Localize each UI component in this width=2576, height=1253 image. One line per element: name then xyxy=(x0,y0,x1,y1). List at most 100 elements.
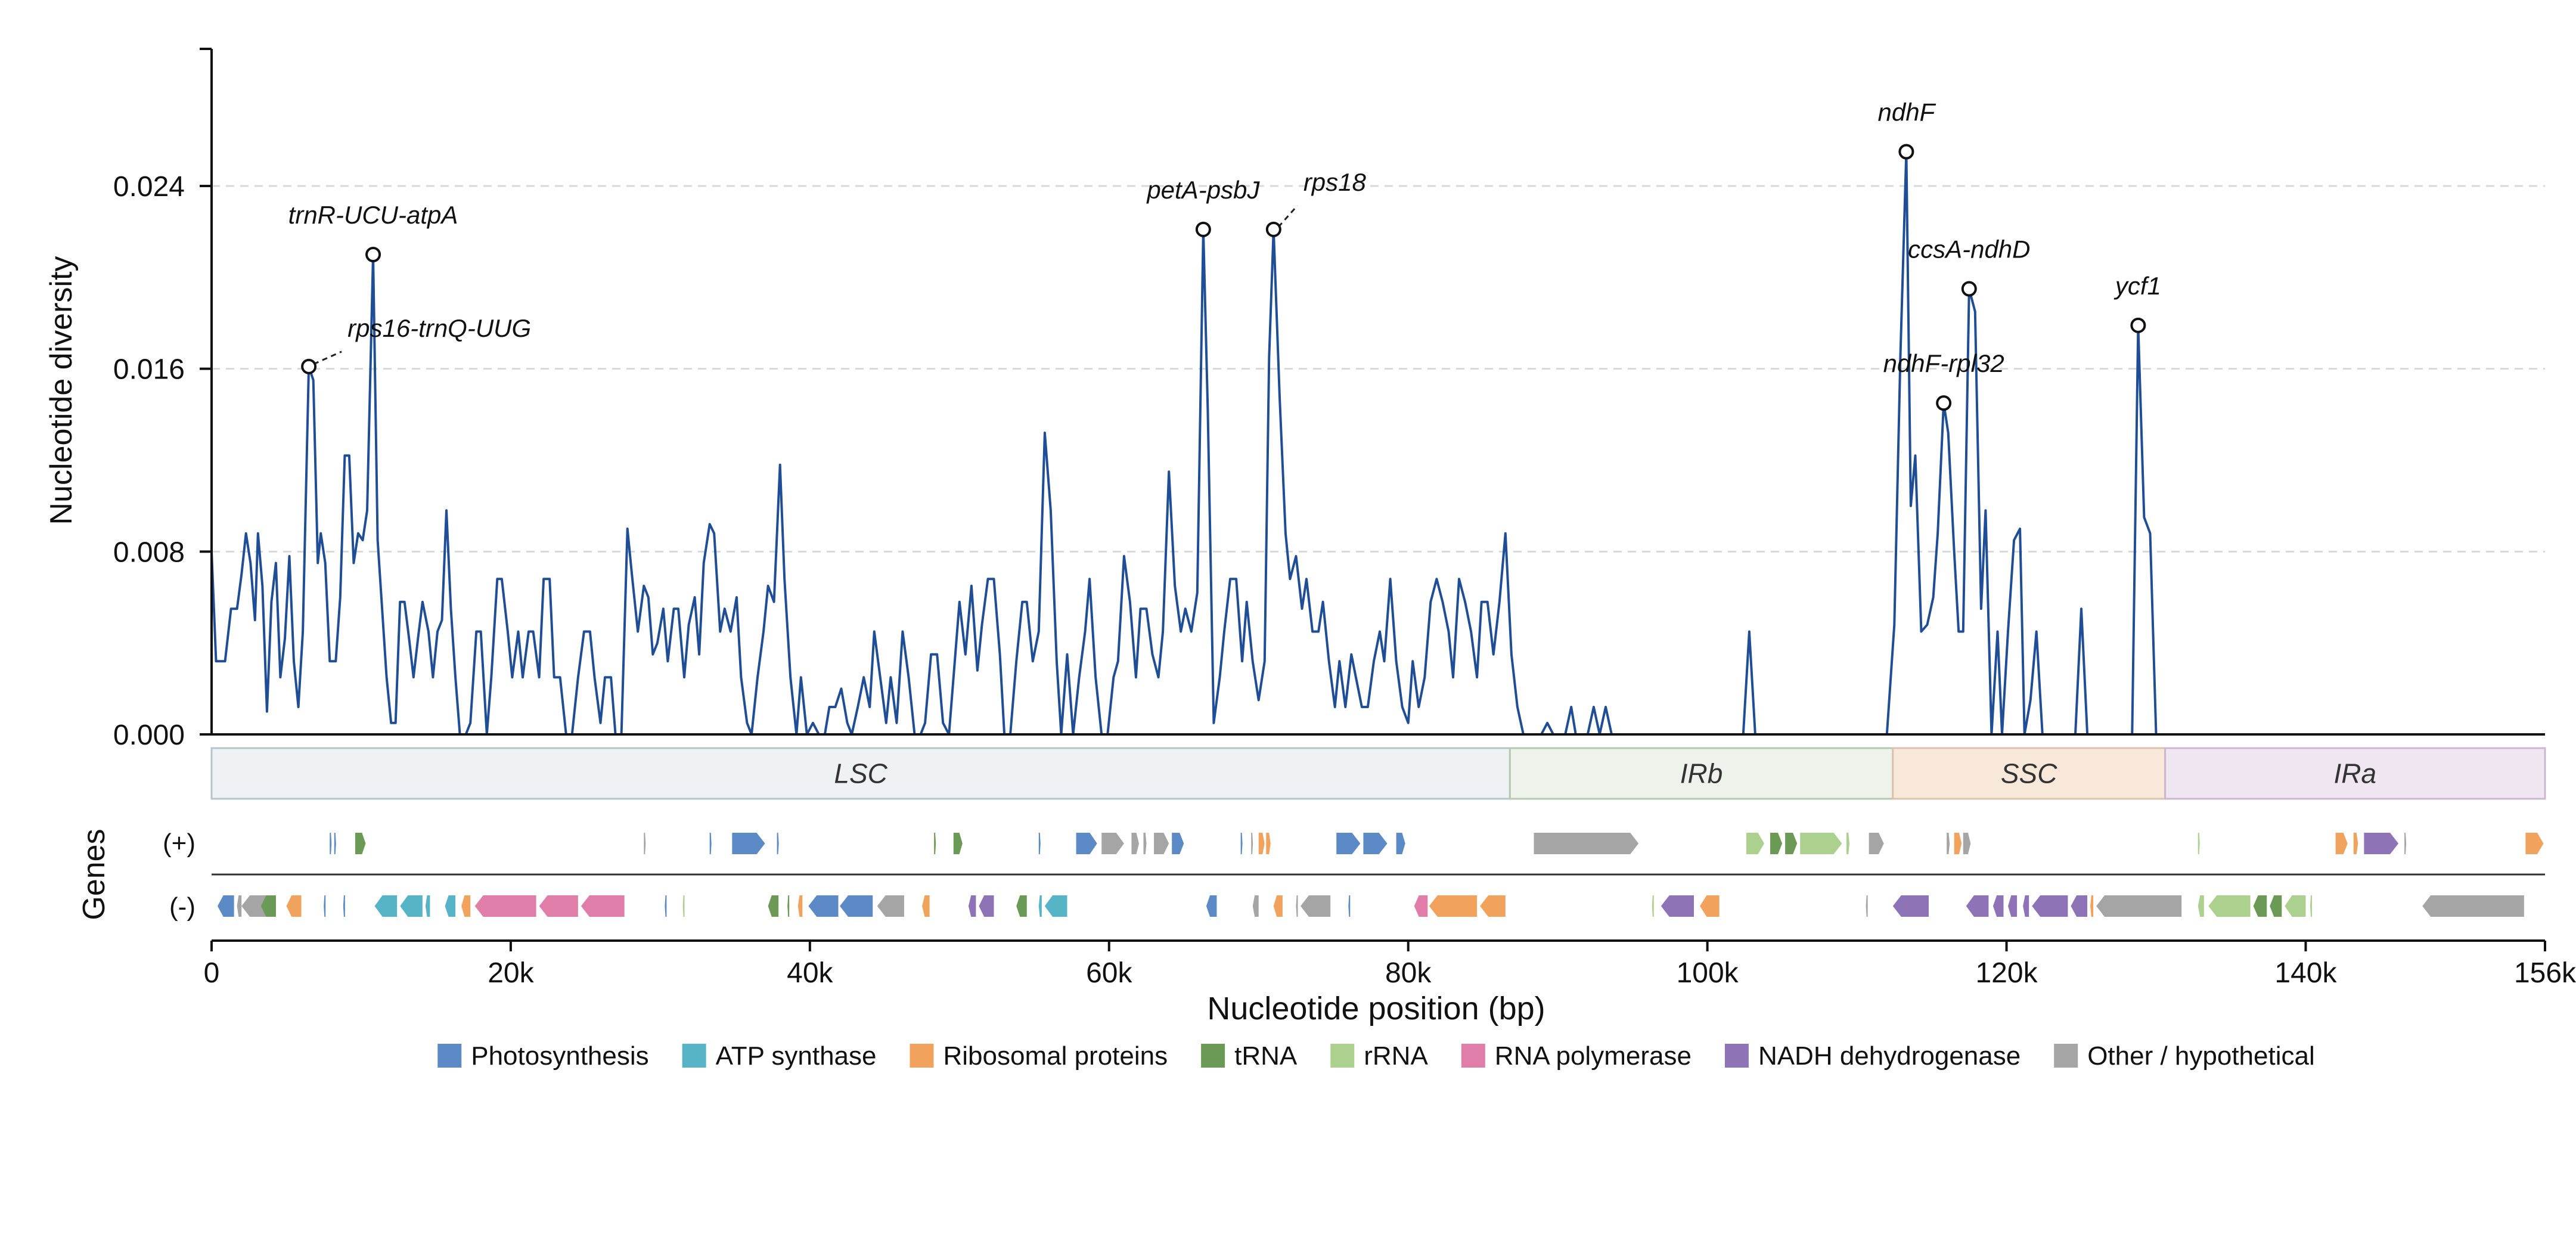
gene-arrow-rrna xyxy=(682,895,685,917)
gene-arrow-photosynthesis xyxy=(840,895,873,917)
gene-arrow-ribosomal xyxy=(797,895,803,917)
legend-label-atp: ATP synthase xyxy=(716,1041,877,1071)
gene-arrow-trna xyxy=(1785,833,1798,854)
region-ssc xyxy=(1892,747,2167,800)
gene-arrow-photosynthesis xyxy=(330,833,332,854)
gene-arrow-rnapol xyxy=(1414,895,1428,917)
x-tick-label: 0 xyxy=(204,957,220,989)
legend-label-nadh: NADH dehydrogenase xyxy=(1758,1041,2021,1071)
gene-arrow-other xyxy=(1131,833,1139,854)
gene-arrow-photosynthesis xyxy=(732,833,765,854)
gene-arrow-ribosomal xyxy=(286,895,302,917)
peak-label: rps18 xyxy=(1303,168,1367,196)
peak-label: ndhF xyxy=(1878,98,1936,126)
gene-arrow-photosynthesis xyxy=(1336,833,1361,854)
legend-label-other: Other / hypothetical xyxy=(2087,1041,2315,1071)
gene-arrow-ribosomal xyxy=(1266,833,1271,854)
plus-strand-label: (+) xyxy=(163,829,195,858)
gene-arrow-other xyxy=(1963,833,1971,854)
peak-marker xyxy=(1936,395,1952,411)
gene-arrow-nadh xyxy=(2032,895,2068,917)
gene-arrow-nadh xyxy=(979,895,994,917)
gene-arrow-ribosomal xyxy=(1429,895,1478,917)
gene-arrow-rnapol xyxy=(539,895,578,917)
x-tick-label: 120k xyxy=(1975,957,2038,989)
region-lsc xyxy=(210,747,1511,800)
peak-marker xyxy=(365,247,381,262)
grid-lines xyxy=(212,185,2545,553)
peak-label: ycf1 xyxy=(2113,272,2161,300)
gene-arrow-rrna xyxy=(2285,895,2306,917)
legend-swatch-ribosomal xyxy=(910,1044,934,1068)
gene-arrow-other xyxy=(2404,833,2407,854)
legend-swatch-atp xyxy=(682,1044,706,1068)
gene-arrow-ribosomal xyxy=(461,895,471,917)
gene-arrow-other xyxy=(644,833,646,854)
gene-arrow-rrna xyxy=(1846,833,1850,854)
gene-arrow-rrna xyxy=(1800,833,1842,854)
gene-arrow-trna xyxy=(1016,895,1027,917)
gene-arrow-photosynthesis xyxy=(1348,895,1351,917)
gene-arrow-trna xyxy=(934,833,936,854)
y-axis-title: Nucleotide diversity xyxy=(44,256,79,525)
peak-leader-line xyxy=(313,351,342,365)
legend-label-ribosomal: Ribosomal proteins xyxy=(943,1041,1168,1071)
gene-arrow-other xyxy=(1947,833,1950,854)
y-tick-label: 0.008 xyxy=(113,536,185,568)
y-tick-label: 0.024 xyxy=(113,171,185,203)
gene-arrow-photosynthesis xyxy=(1396,833,1405,854)
gene-arrow-atp xyxy=(445,895,456,917)
gene-arrow-ribosomal xyxy=(2090,895,2094,917)
x-tick-label: 60k xyxy=(1086,957,1132,989)
gene-arrow-photosynthesis xyxy=(665,895,667,917)
region-label-lsc: LSC xyxy=(834,758,887,789)
legend-label-photosynthesis: Photosynthesis xyxy=(471,1041,648,1071)
gene-arrow-ribosomal xyxy=(1273,895,1283,917)
gene-arrow-rrna xyxy=(1746,833,1764,854)
gene-arrow-nadh xyxy=(2071,895,2088,917)
gene-arrow-trna xyxy=(260,895,276,917)
peak-marker xyxy=(301,358,317,374)
gene-arrow-rnapol xyxy=(474,895,536,917)
gene-arrow-nadh xyxy=(1992,895,2004,917)
gene-arrow-trna xyxy=(768,895,779,917)
genes-row-title: Genes xyxy=(77,829,111,920)
legend-swatch-nadh xyxy=(1724,1044,1749,1068)
gene-arrow-atp xyxy=(1038,895,1042,917)
peak-marker xyxy=(1961,281,1977,297)
gene-arrow-trna xyxy=(355,833,366,854)
gene-arrow-trna xyxy=(2253,895,2267,917)
axes: 0.000 0.008 0.016 0.024 0 20k 40k 60k 80k 100k 120… xyxy=(113,48,2576,989)
gene-arrow-rrna xyxy=(2208,895,2251,917)
gene-arrow-ribosomal xyxy=(2335,833,2348,854)
peak-marker xyxy=(1265,221,1281,237)
gene-arrow-nadh xyxy=(1892,895,1929,917)
peak-marker xyxy=(1195,221,1211,237)
gene-arrow-other xyxy=(237,895,242,917)
x-tick-label: 80k xyxy=(1385,957,1432,989)
gene-arrow-photosynthesis xyxy=(808,895,839,917)
region-label-ira: IRa xyxy=(2333,758,2376,789)
gene-arrow-rrna xyxy=(2198,833,2200,854)
peak-label: rps16-trnQ-UUG xyxy=(347,314,531,342)
gene-arrow-photosynthesis xyxy=(343,895,345,917)
gene-arrow-ribosomal xyxy=(1480,895,1506,917)
gene-arrow-atp xyxy=(1044,895,1067,917)
region-ira xyxy=(2164,747,2546,800)
gene-arrow-photosynthesis xyxy=(218,895,234,917)
gene-arrow-nadh xyxy=(2023,895,2029,917)
gene-arrow-atp xyxy=(400,895,423,917)
gene-arrow-other xyxy=(1534,833,1639,854)
peak-label: ndhF-rpl32 xyxy=(1883,349,2004,377)
peak-annotations: trnR-UCU-atpA rps16-trnQ-UUG petA-psbJ rps1… xyxy=(288,98,2161,411)
gene-arrow-other xyxy=(1869,833,1884,854)
gene-arrow-atp xyxy=(374,895,398,917)
peak-marker xyxy=(1898,144,1914,160)
gene-arrow-photosynthesis xyxy=(1206,895,1217,917)
gene-arrow-other xyxy=(1866,895,1868,917)
gene-arrow-nadh xyxy=(2364,833,2399,854)
legend-label-rrna: rRNA xyxy=(1364,1041,1428,1071)
gene-arrow-ribosomal xyxy=(1700,895,1720,917)
